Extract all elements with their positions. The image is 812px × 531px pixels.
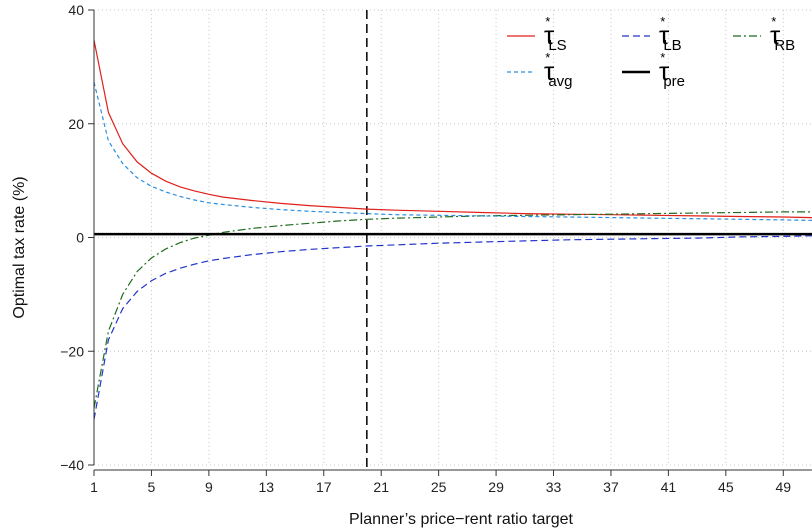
- x-tick-label: 9: [205, 479, 213, 495]
- y-tick-label: −20: [60, 343, 84, 359]
- y-tick-label: −40: [60, 457, 84, 473]
- series-line-lb: [93, 235, 812, 420]
- legend: τ* LS τ* LB τ* RB τ* avg τ* pre: [507, 14, 795, 90]
- x-tick-label: 29: [488, 479, 504, 495]
- x-tick-label: 17: [316, 479, 332, 495]
- x-tick-label: 25: [431, 479, 447, 495]
- x-tick-label: 1: [90, 479, 98, 495]
- x-tick-label: 13: [259, 479, 275, 495]
- x-tick-label: 41: [661, 479, 677, 495]
- y-tick-label: 40: [68, 2, 84, 18]
- legend-entry-lb: τ* LB: [659, 14, 682, 54]
- axes: 1 5 9 13 17 21 25 29 33 37 41 45 49 −40 −20 0 20 40: [60, 2, 812, 495]
- legend-entry-avg: τ* avg: [544, 50, 573, 90]
- series-line-ls: [93, 39, 812, 219]
- legend-entry-pre: τ* pre: [659, 50, 685, 90]
- y-tick-label: 0: [76, 230, 84, 246]
- y-axis-label: Optimal tax rate (%): [11, 176, 28, 318]
- x-tick-label: 33: [546, 479, 562, 495]
- x-tick-label: 37: [603, 479, 619, 495]
- grid-lines: [93, 9, 812, 466]
- x-tick-label: 49: [775, 479, 791, 495]
- legend-entry-ls: τ* LS: [544, 14, 567, 54]
- legend-entry-rb: τ* RB: [770, 14, 795, 54]
- x-tick-label: 21: [373, 479, 389, 495]
- series-line-rb: [93, 211, 812, 409]
- x-axis-label: Planner’s price−rent ratio target: [349, 511, 574, 528]
- x-tick-label: 5: [148, 479, 156, 495]
- series-lines: [93, 39, 812, 420]
- series-line-avg: [93, 82, 812, 221]
- y-tick-label: 20: [68, 116, 84, 132]
- x-tick-label: 45: [718, 479, 734, 495]
